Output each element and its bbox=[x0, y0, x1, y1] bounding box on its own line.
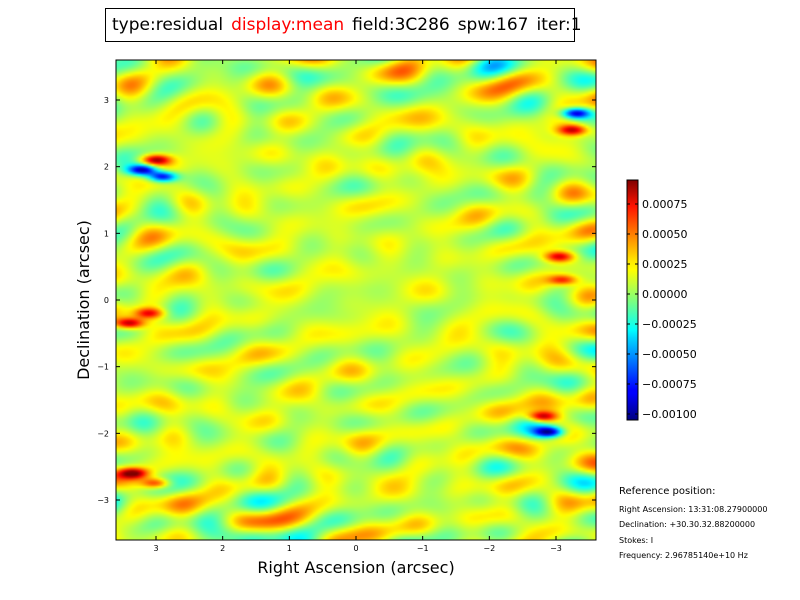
y-tick-label: 1 bbox=[104, 229, 109, 238]
y-tick-label: 2 bbox=[104, 163, 109, 172]
plot-title-box: type:residual display:mean field:3C286 s… bbox=[105, 8, 582, 42]
y-axis: 3 2 1 0 −1 −2 −3 bbox=[97, 96, 596, 505]
colorbar bbox=[626, 179, 639, 421]
y-tick-label: 0 bbox=[104, 296, 109, 305]
y-tick-label: −1 bbox=[97, 363, 109, 372]
x-tick-label: 2 bbox=[220, 544, 225, 553]
x-tick-label: −3 bbox=[550, 544, 562, 553]
reference-position-panel: Reference position: Right Ascension: 13:… bbox=[619, 484, 767, 564]
x-tick-label: 3 bbox=[153, 544, 158, 553]
x-tick-label: 0 bbox=[353, 544, 358, 553]
colorbar-tick-label: −0.00100 bbox=[642, 408, 697, 421]
reference-dec: Declination: +30.30.32.88200000 bbox=[619, 520, 756, 529]
reference-stokes: Stokes: I bbox=[619, 535, 654, 545]
x-tick-label: −2 bbox=[483, 544, 495, 553]
x-axis: 3 2 1 0 −1 −2 −3 bbox=[153, 60, 562, 553]
colorbar-ticks: 0.00075 0.00050 0.00025 0.00000 −0.00025 −0.0… bbox=[627, 198, 697, 421]
reference-ra: Right Ascension: 13:31:08.27900000 bbox=[619, 504, 768, 514]
colorbar-tick-label: 0.00050 bbox=[642, 228, 688, 241]
y-tick-label: −3 bbox=[97, 496, 109, 505]
colorbar-tick-label: 0.00025 bbox=[642, 258, 688, 271]
title-spw: spw:167 bbox=[457, 15, 529, 35]
title-display: display:mean bbox=[231, 15, 345, 35]
colorbar-tick-label: −0.00075 bbox=[642, 378, 697, 391]
x-axis-title: Right Ascension (arcsec) bbox=[257, 558, 454, 577]
x-tick-label: 1 bbox=[287, 544, 292, 553]
y-tick-label: −2 bbox=[97, 429, 109, 438]
x-tick-label: −1 bbox=[417, 544, 429, 553]
y-axis-title: Declination (arcsec) bbox=[74, 220, 93, 380]
colorbar-tick-label: −0.00025 bbox=[642, 318, 697, 331]
reference-frequency: Frequency: 2.96785140e+10 Hz bbox=[619, 551, 748, 560]
colorbar-tick-label: 0.00000 bbox=[642, 288, 688, 301]
title-type: type:residual bbox=[112, 15, 224, 35]
title-field: field:3C286 bbox=[352, 15, 450, 35]
residual-heatmap bbox=[116, 60, 596, 540]
colorbar-tick-label: −0.00050 bbox=[642, 348, 697, 361]
colorbar-tick-label: 0.00075 bbox=[642, 198, 688, 211]
title-iter: iter:1 bbox=[536, 15, 582, 35]
reference-heading: Reference position: bbox=[619, 486, 716, 497]
y-tick-label: 3 bbox=[104, 96, 109, 105]
